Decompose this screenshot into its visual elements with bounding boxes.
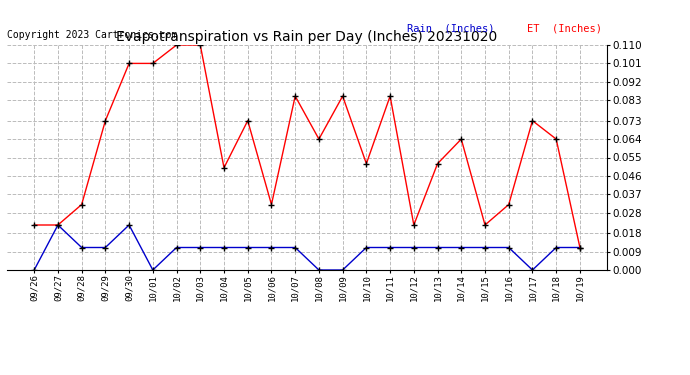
Rain  (Inches) xyxy=(529,268,537,272)
ET  (Inches) xyxy=(101,118,110,123)
Title: Evapotranspiration vs Rain per Day (Inches) 20231020: Evapotranspiration vs Rain per Day (Inch… xyxy=(117,30,497,44)
Rain  (Inches) xyxy=(220,245,228,250)
ET  (Inches) xyxy=(54,223,62,227)
Rain  (Inches) xyxy=(54,223,62,227)
Rain  (Inches) xyxy=(291,245,299,250)
ET  (Inches) xyxy=(575,245,584,250)
Line: ET  (Inches): ET (Inches) xyxy=(31,42,583,251)
Rain  (Inches) xyxy=(267,245,275,250)
Rain  (Inches) xyxy=(410,245,418,250)
Rain  (Inches) xyxy=(77,245,86,250)
Rain  (Inches) xyxy=(362,245,371,250)
ET  (Inches) xyxy=(125,61,133,66)
ET  (Inches) xyxy=(410,223,418,227)
Rain  (Inches) xyxy=(457,245,466,250)
Rain  (Inches) xyxy=(30,268,39,272)
ET  (Inches) xyxy=(433,161,442,166)
ET  (Inches) xyxy=(552,137,560,141)
Rain  (Inches) xyxy=(125,223,133,227)
ET  (Inches) xyxy=(481,223,489,227)
Rain  (Inches) xyxy=(101,245,110,250)
Rain  (Inches) xyxy=(196,245,204,250)
Rain  (Inches) xyxy=(339,268,347,272)
ET  (Inches) xyxy=(220,165,228,170)
Rain  (Inches) xyxy=(481,245,489,250)
ET  (Inches) xyxy=(172,43,181,47)
ET  (Inches) xyxy=(148,61,157,66)
ET  (Inches) xyxy=(362,161,371,166)
ET  (Inches) xyxy=(504,202,513,207)
Rain  (Inches) xyxy=(315,268,323,272)
Text: Copyright 2023 Cartronics.com: Copyright 2023 Cartronics.com xyxy=(7,30,177,40)
Rain  (Inches) xyxy=(148,268,157,272)
ET  (Inches) xyxy=(267,202,275,207)
Rain  (Inches) xyxy=(575,245,584,250)
ET  (Inches) xyxy=(457,137,466,141)
ET  (Inches) xyxy=(315,137,323,141)
Rain  (Inches) xyxy=(172,245,181,250)
ET  (Inches) xyxy=(244,118,252,123)
Rain  (Inches) xyxy=(386,245,394,250)
ET  (Inches) xyxy=(196,43,204,47)
ET  (Inches) xyxy=(529,118,537,123)
ET  (Inches) xyxy=(30,223,39,227)
Line: Rain  (Inches): Rain (Inches) xyxy=(31,222,583,273)
Legend: Rain  (Inches), ET  (Inches): Rain (Inches), ET (Inches) xyxy=(378,23,602,33)
ET  (Inches) xyxy=(77,202,86,207)
Rain  (Inches) xyxy=(552,245,560,250)
ET  (Inches) xyxy=(386,94,394,98)
Rain  (Inches) xyxy=(504,245,513,250)
Rain  (Inches) xyxy=(433,245,442,250)
ET  (Inches) xyxy=(339,94,347,98)
ET  (Inches) xyxy=(291,94,299,98)
Rain  (Inches) xyxy=(244,245,252,250)
